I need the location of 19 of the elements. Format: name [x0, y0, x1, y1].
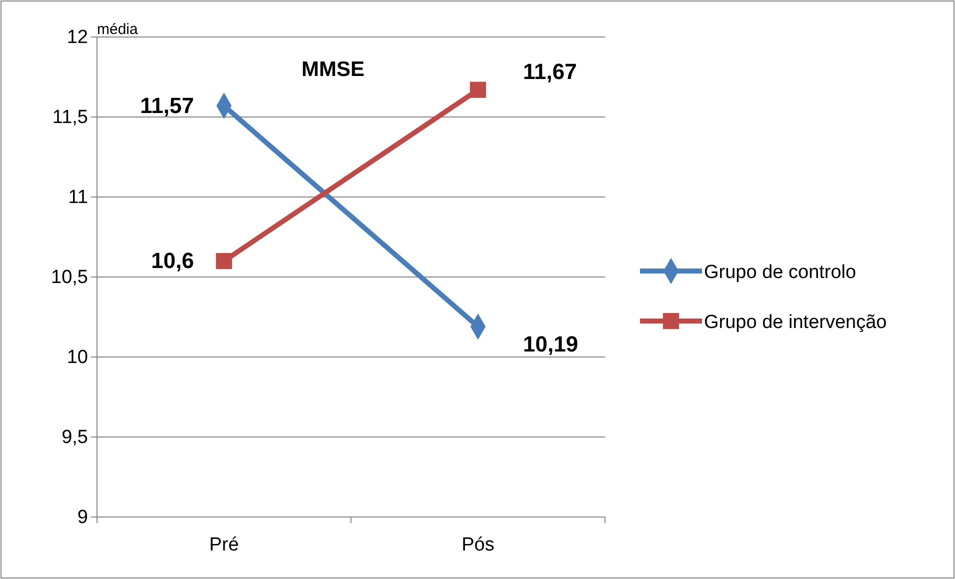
y-tick-label: 10,5 — [51, 267, 88, 288]
point — [216, 252, 232, 270]
x-tick-label: Pós — [462, 534, 494, 556]
data-label: 11,67 — [523, 58, 577, 84]
y-axis-title: média — [97, 21, 139, 38]
text: MMSE — [302, 58, 364, 81]
legend-label: Grupo de controlo — [704, 262, 856, 283]
y-tick-label: 11,5 — [52, 107, 88, 128]
x-tick-label: Pré — [209, 534, 239, 556]
y-tick-label: 9,5 — [62, 427, 88, 448]
y-tick-label: 10 — [66, 347, 88, 368]
data-label: 11,57 — [140, 92, 194, 118]
y-tick-label: 9 — [77, 507, 88, 528]
y-tick-label: 11 — [68, 187, 88, 208]
point — [470, 82, 486, 98]
data-label: 10,19 — [523, 332, 578, 357]
y-tick-label: 12 — [66, 27, 88, 48]
data-label: 10,6 — [151, 248, 194, 273]
legend-label: Grupo de intervenção — [704, 312, 887, 333]
